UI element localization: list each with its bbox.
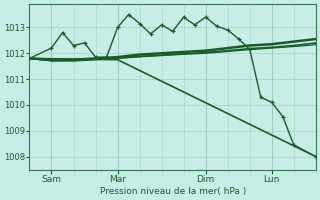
X-axis label: Pression niveau de la mer( hPa ): Pression niveau de la mer( hPa ) [100,187,246,196]
